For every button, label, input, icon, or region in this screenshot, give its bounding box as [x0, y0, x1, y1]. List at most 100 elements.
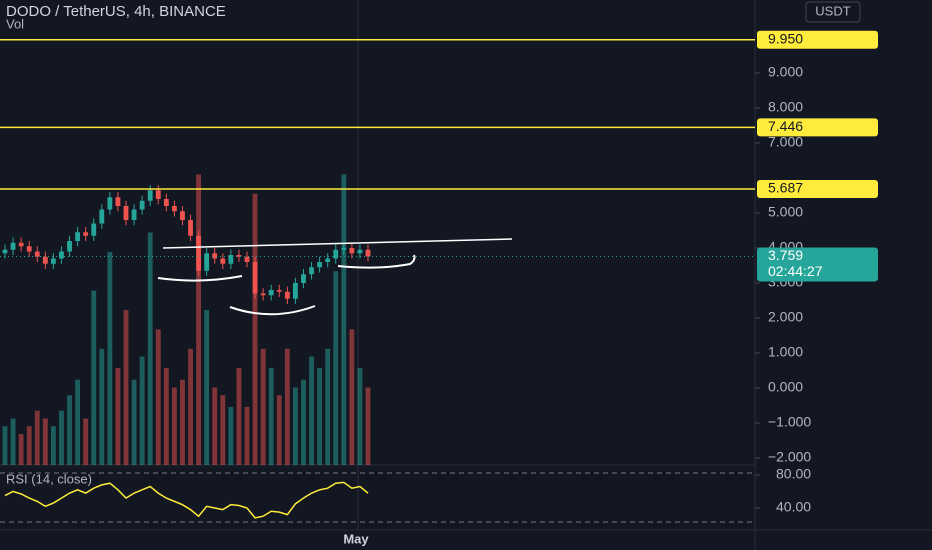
volume-bar [204, 310, 210, 465]
volume-bar [196, 174, 202, 465]
y-tick-label: −1.000 [768, 414, 811, 430]
candle-body [171, 206, 177, 212]
volume-bar [10, 418, 16, 465]
volume-bar [236, 368, 242, 465]
volume-bar [276, 395, 282, 465]
title: DODO / TetherUS, 4h, BINANCE [6, 3, 226, 20]
volume-bar [67, 395, 72, 465]
volume-bar [107, 251, 113, 465]
volume-bar [252, 193, 258, 465]
candle-body [333, 249, 339, 259]
candle-body [75, 232, 81, 242]
volume-bar [163, 368, 169, 465]
volume-bar [123, 310, 129, 465]
candle-body [268, 290, 274, 296]
candle-body [325, 258, 331, 263]
candle-body [131, 209, 137, 221]
volume-bar [349, 329, 355, 465]
candle-body [180, 211, 185, 221]
volume-bar [301, 379, 306, 465]
candle-body [228, 255, 234, 264]
volume-bar [317, 368, 323, 465]
volume-bar [188, 348, 193, 465]
volume-bar [99, 348, 105, 465]
volume-bar [115, 368, 121, 465]
volume-bar [26, 426, 32, 465]
volume-bar [333, 271, 339, 465]
candle-body [236, 255, 242, 257]
volume-bar [83, 418, 89, 465]
last-price-tag [757, 247, 878, 282]
candle-body [115, 197, 121, 207]
shoulder-curve [337, 254, 416, 269]
volume-bar [284, 348, 290, 465]
volume-bar [59, 410, 64, 465]
currency[interactable]: USDT [815, 3, 850, 18]
y-tick-label: 0.000 [768, 379, 803, 395]
volume-bar [268, 368, 274, 465]
trendline [162, 238, 513, 249]
candle-body [341, 248, 347, 250]
volume-bar [75, 379, 81, 465]
y-tick-label: 2.000 [768, 309, 803, 325]
volume-bar [260, 348, 266, 465]
volume-bar [341, 174, 347, 465]
candle-body [204, 253, 210, 271]
candle-body [18, 242, 24, 247]
y-tick-label: 5.000 [768, 204, 803, 220]
candle-body [252, 262, 258, 294]
candle-body [50, 258, 56, 264]
volume-bar [357, 368, 363, 465]
candle-body [292, 283, 298, 299]
y-tick-label: 7.000 [768, 134, 803, 150]
volume-bar [139, 356, 145, 465]
level-label: 7.446 [768, 118, 803, 134]
volume-bar [50, 426, 56, 465]
candle-body [317, 262, 323, 268]
candle-body [99, 209, 105, 224]
volume-bar [171, 387, 177, 465]
candle-body [276, 290, 282, 292]
y-tick-label: 9.000 [768, 64, 803, 80]
y-tick-label: −2.000 [768, 449, 811, 465]
candle-body [2, 249, 8, 254]
last-price: 3.759 [768, 247, 803, 263]
volume-bar [212, 387, 218, 465]
volume-bar [244, 406, 250, 465]
currency-box[interactable] [805, 1, 861, 23]
candle-body [244, 256, 250, 263]
candle-body [34, 251, 40, 257]
y-tick-label: 1.000 [768, 344, 803, 360]
candle-body [163, 199, 169, 207]
volume-bar [155, 329, 161, 465]
rsi-tick-label: 40.00 [776, 499, 811, 515]
countdown: 02:44:27 [768, 263, 823, 279]
y-tick-label: 8.000 [768, 99, 803, 115]
volume-bar [180, 379, 185, 465]
volume-bar [34, 410, 40, 465]
level-tag [757, 118, 878, 137]
candle-body [67, 241, 72, 252]
volume-bar [131, 379, 137, 465]
candle-body [155, 190, 161, 200]
candle-body [260, 293, 266, 296]
candle-body [309, 267, 314, 275]
x-tick-label: May [343, 531, 369, 546]
volume-bar [220, 395, 226, 465]
rsi-tick-label: 80.00 [776, 466, 811, 482]
candle-body [196, 235, 202, 271]
candle-body [220, 258, 226, 264]
candle-body [365, 249, 371, 257]
volume-bar [42, 418, 48, 465]
level-label: 5.687 [768, 180, 803, 196]
candle-body [10, 242, 16, 250]
volume-bar [147, 232, 153, 465]
candle-body [147, 190, 153, 201]
shoulder-curve [157, 275, 243, 282]
candle-body [357, 249, 363, 254]
volume-bar [309, 356, 314, 465]
candle-body [212, 253, 218, 259]
volume-bar [228, 406, 234, 465]
candle-body [284, 291, 290, 299]
